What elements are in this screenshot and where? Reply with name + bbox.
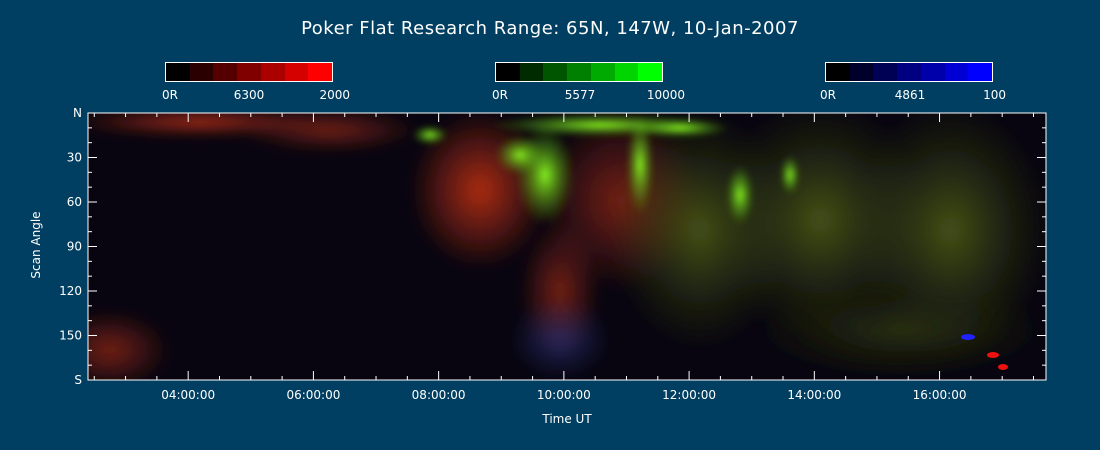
colorbar-step <box>590 63 615 81</box>
colorbar-step <box>873 63 898 81</box>
colorbar-6300-min-label: 0R <box>162 88 178 102</box>
x-axis-label: Time UT <box>542 412 592 426</box>
colorbar-step <box>826 63 850 81</box>
olive-emission-south <box>750 280 1046 380</box>
green-arc-left <box>495 135 545 175</box>
green-arc-1300 <box>726 165 754 225</box>
colorbar-step <box>308 63 333 81</box>
red-spot-2 <box>998 364 1008 370</box>
colorbar-6300-max-label: 2000 <box>319 88 350 102</box>
colorbar-step <box>260 63 285 81</box>
colorbar-step <box>496 63 520 81</box>
colorbar-step <box>543 63 568 81</box>
x-tick-label: 12:00:00 <box>662 388 716 402</box>
colorbar-step <box>638 63 663 81</box>
colorbar-step <box>944 63 969 81</box>
colorbar-step <box>968 63 993 81</box>
colorbar-5577-wavelength-label: 5577 <box>564 88 596 102</box>
green-arc-0800 <box>412 125 448 145</box>
colorbar-6300-wavelength-label: 6300 <box>233 88 265 102</box>
colorbar-step <box>519 63 544 81</box>
red-emission-north-band-2 <box>240 113 420 152</box>
colorbar-6300 <box>165 62 333 82</box>
y-tick-label: 90 <box>67 240 82 254</box>
x-tick-label: 04:00:00 <box>161 388 215 402</box>
blue-spot <box>961 334 975 340</box>
x-tick-label: 16:00:00 <box>913 388 967 402</box>
colorbar-4861-min-label: 0R <box>820 88 836 102</box>
y-tick-label: 60 <box>67 195 82 209</box>
y-tick-label: S <box>74 373 82 387</box>
colorbar-4861-max-label: 100 <box>983 88 1006 102</box>
colorbar-4861 <box>825 62 993 82</box>
colorbar-step <box>567 63 591 81</box>
colorbar-step <box>284 63 309 81</box>
red-spot-1 <box>987 352 999 358</box>
x-tick-label: 14:00:00 <box>787 388 841 402</box>
blue-emission-south <box>510 300 610 380</box>
y-tick-label: 30 <box>67 151 82 165</box>
colorbar-step <box>189 63 214 81</box>
y-tick-label: N <box>73 106 82 120</box>
colorbar-step <box>897 63 921 81</box>
x-tick-label: 10:00:00 <box>537 388 591 402</box>
keogram-image <box>88 113 1046 380</box>
y-tick-label: 120 <box>59 284 82 298</box>
y-tick-label: 150 <box>59 329 82 343</box>
colorbar-step <box>920 63 945 81</box>
colorbar-5577 <box>495 62 663 82</box>
colorbar-step <box>166 63 190 81</box>
chart-title: Poker Flat Research Range: 65N, 147W, 10… <box>301 18 799 39</box>
colorbar-step <box>213 63 238 81</box>
green-arc-north-2 <box>630 118 730 138</box>
x-tick-label: 08:00:00 <box>412 388 466 402</box>
colorbar-5577-min-label: 0R <box>492 88 508 102</box>
colorbar-step <box>237 63 261 81</box>
x-tick-label: 06:00:00 <box>286 388 340 402</box>
green-arc-column <box>626 115 654 215</box>
green-arc-1330 <box>780 155 800 195</box>
y-axis-label: Scan Angle <box>29 211 43 279</box>
colorbar-step <box>849 63 874 81</box>
colorbar-step <box>614 63 639 81</box>
colorbar-5577-max-label: 10000 <box>646 88 685 102</box>
red-emission-south-corner <box>88 310 170 380</box>
colorbar-4861-wavelength-label: 4861 <box>894 88 926 102</box>
